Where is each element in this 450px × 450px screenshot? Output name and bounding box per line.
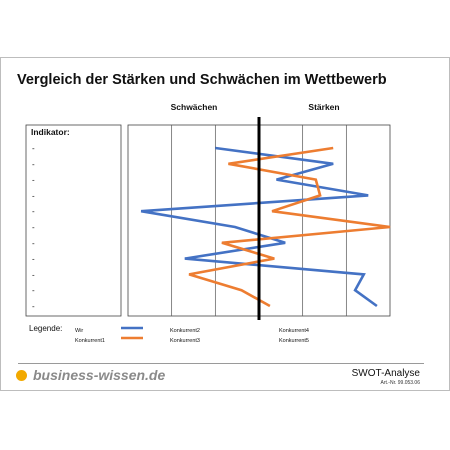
footer-divider <box>18 363 424 364</box>
indicator-label: Indikator: <box>31 127 70 137</box>
footer-doc-title: SWOT-Analyse <box>351 368 420 379</box>
indicator-row-5: - <box>32 207 35 216</box>
legend-entry-konkurrent1: Konkurrent1 <box>75 338 105 344</box>
indicator-row-9: - <box>32 270 35 279</box>
footer-doc-number: Art.-Nr. 99.053.06 <box>380 380 420 386</box>
legend-title: Legende: <box>29 324 63 333</box>
page-title: Vergleich der Stärken und Schwächen im W… <box>17 72 387 88</box>
legend-entry-konkurrent5: Konkurrent5 <box>279 338 309 344</box>
legend-entry-konkurrent4: Konkurrent4 <box>279 328 309 334</box>
legend-entry-konkurrent2: Konkurrent2 <box>170 328 200 334</box>
logo-dot-icon <box>16 370 27 381</box>
column-header-weaknesses: Schwächen <box>171 102 218 112</box>
indicator-row-2: - <box>32 160 35 169</box>
indicator-row-11: - <box>32 302 35 311</box>
series-line-wir <box>140 146 378 308</box>
indicator-row-8: - <box>32 255 35 264</box>
legend-entry-konkurrent3: Konkurrent3 <box>170 338 200 344</box>
indicator-row-4: - <box>32 191 35 200</box>
indicator-box <box>25 124 122 317</box>
legend-entry-wir: Wir <box>75 328 83 334</box>
indicator-row-3: - <box>32 176 35 185</box>
column-header-strengths: Stärken <box>308 102 339 112</box>
indicator-row-6: - <box>32 223 35 232</box>
indicator-row-10: - <box>32 286 35 295</box>
footer-logo: business-wissen.de <box>33 367 166 383</box>
series-line-konkurrent1 <box>188 146 391 308</box>
indicator-row-7: - <box>32 239 35 248</box>
indicator-row-1: - <box>32 144 35 153</box>
